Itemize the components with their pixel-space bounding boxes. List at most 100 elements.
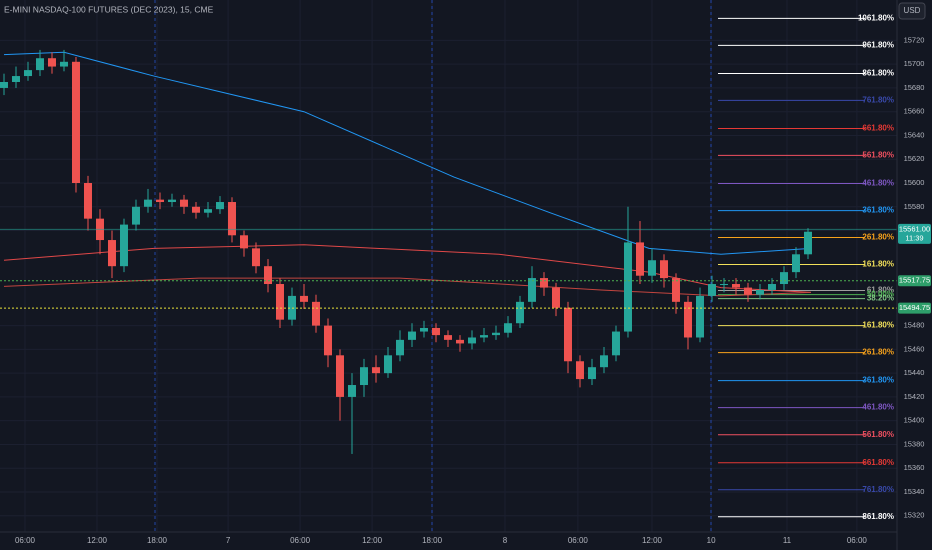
plot: 1061.80% 961.80% 861.80% 761.80% 661.80% 561.… — [0, 14, 897, 521]
y-tick-label: 15380 — [904, 439, 925, 448]
candle-body — [107, 240, 116, 267]
x-tick-label: 12:00 — [362, 536, 383, 545]
candle-body — [767, 284, 776, 290]
y-tick-label: 15700 — [904, 59, 925, 68]
candle-body — [263, 266, 272, 285]
fib-level-label: 561.80% — [862, 430, 894, 439]
chart-title: E-MINI NASDAQ-100 FUTURES (DEC 2023), 15… — [4, 4, 214, 14]
fib-level-label: 661.80% — [862, 124, 894, 133]
x-tick-label: 06:00 — [15, 536, 36, 545]
x-tick-label: 10 — [707, 536, 716, 545]
candle-body — [299, 295, 308, 302]
fib-level-label: 50.00% — [867, 290, 894, 299]
candle-body — [671, 278, 680, 302]
fib-level-label: 961.80% — [862, 41, 894, 50]
candle-body — [227, 202, 236, 236]
fib-level-label: 261.80% — [862, 348, 894, 357]
x-tick-label: 18:00 — [422, 536, 443, 545]
candle-body — [503, 323, 512, 333]
candle-body — [803, 231, 812, 255]
moving-average — [3, 51, 812, 255]
candle-body — [23, 70, 32, 77]
candle-body — [131, 206, 140, 225]
price-badge-label: 15494.75 — [899, 303, 930, 312]
candle-body — [11, 76, 20, 82]
x-tick-label: 06:00 — [847, 536, 868, 545]
countdown: 11:39 — [905, 233, 923, 242]
candle-body — [707, 284, 716, 296]
candle-body — [575, 361, 584, 380]
candle-body — [779, 272, 788, 285]
candle-body — [587, 367, 596, 380]
candle-body — [755, 289, 764, 295]
candle-body — [155, 199, 164, 203]
price-badge-label: 15517.75 — [899, 276, 930, 285]
fib-level-label: 861.80% — [862, 69, 894, 78]
x-tick-label: 12:00 — [642, 536, 663, 545]
candle-body — [143, 199, 152, 207]
fib-level-label: 761.80% — [862, 485, 894, 494]
y-tick-label: 15580 — [904, 202, 925, 211]
y-tick-label: 15340 — [904, 487, 925, 496]
candle-body — [719, 284, 728, 286]
fib-level-label: 761.80% — [862, 96, 894, 105]
candle-body — [611, 331, 620, 356]
candle-body — [251, 248, 260, 267]
candle-body — [335, 355, 344, 397]
candle-body — [443, 335, 452, 340]
candle-body — [371, 367, 380, 374]
x-tick-label: 8 — [503, 536, 508, 545]
x-tick-label: 06:00 — [568, 536, 589, 545]
candle-body — [35, 58, 44, 71]
moving-average — [3, 277, 812, 297]
candle-body — [215, 202, 224, 210]
candle-body — [59, 61, 68, 67]
candle-body — [275, 284, 284, 320]
candle-body — [311, 301, 320, 326]
candle-body — [395, 339, 404, 356]
candle-body — [347, 385, 356, 397]
y-tick-label: 15640 — [904, 130, 925, 139]
fib-level-label: 661.80% — [862, 458, 894, 467]
fib-level-label: 561.80% — [862, 151, 894, 160]
candle-body — [743, 287, 752, 295]
x-tick-label: 06:00 — [290, 536, 311, 545]
candle-body — [731, 284, 740, 288]
fib-level-label: 361.80% — [862, 206, 894, 215]
candle-body — [683, 301, 692, 338]
candle-body — [179, 199, 188, 207]
candle-body — [527, 278, 536, 302]
candle-body — [359, 367, 368, 386]
candle-body — [539, 278, 548, 288]
candle-body — [791, 254, 800, 273]
fib-level-label: 461.80% — [862, 179, 894, 188]
candle-body — [623, 242, 632, 332]
candle-body — [383, 355, 392, 374]
currency-label[interactable]: USD — [904, 6, 921, 15]
fib-level-label: 38.20% — [867, 294, 894, 303]
x-tick-label: 12:00 — [87, 536, 108, 545]
price-badge-label: 15561.00 — [899, 224, 930, 233]
currency-button[interactable] — [898, 2, 926, 20]
y-tick-label: 15600 — [904, 178, 925, 187]
candle-body — [191, 206, 200, 213]
y-tick-label: 15400 — [904, 416, 925, 425]
candle-body — [323, 325, 332, 356]
y-tick-label: 15620 — [904, 154, 925, 163]
candle-body — [563, 307, 572, 362]
candle-body — [659, 260, 668, 279]
candle-body — [455, 339, 464, 344]
candle-body — [167, 199, 176, 203]
candle-body — [431, 327, 440, 336]
candle-body — [407, 331, 416, 340]
candle-body — [635, 242, 644, 276]
candle-body — [47, 58, 56, 67]
x-tick-label: 11 — [783, 536, 792, 545]
candle-body — [419, 327, 428, 332]
y-tick-label: 15460 — [904, 344, 925, 353]
candle-body — [479, 335, 488, 338]
y-tick-label: 15480 — [904, 321, 925, 330]
y-tick-label: 15720 — [904, 35, 925, 44]
moving-average — [3, 244, 812, 293]
